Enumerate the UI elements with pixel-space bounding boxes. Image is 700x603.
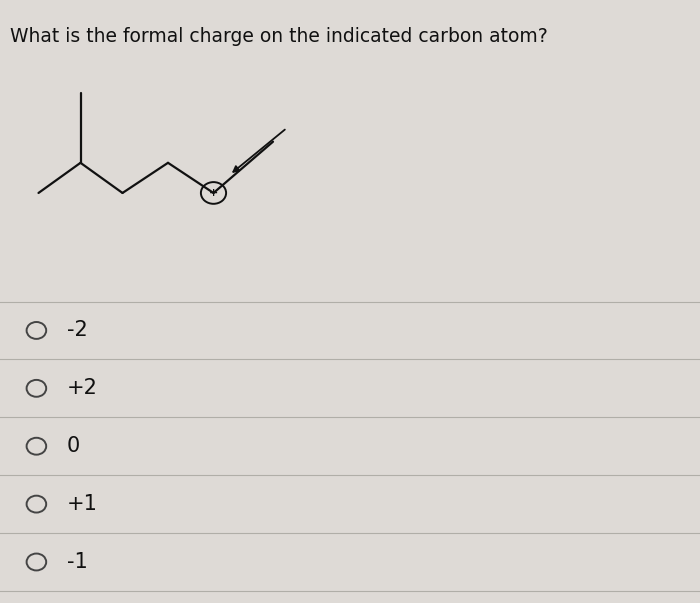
Text: -2: -2 (66, 320, 88, 341)
Text: +: + (209, 188, 218, 198)
Text: What is the formal charge on the indicated carbon atom?: What is the formal charge on the indicat… (10, 27, 548, 46)
Text: +2: +2 (66, 378, 97, 399)
Text: 0: 0 (66, 436, 80, 456)
Text: +1: +1 (66, 494, 97, 514)
Text: -1: -1 (66, 552, 88, 572)
